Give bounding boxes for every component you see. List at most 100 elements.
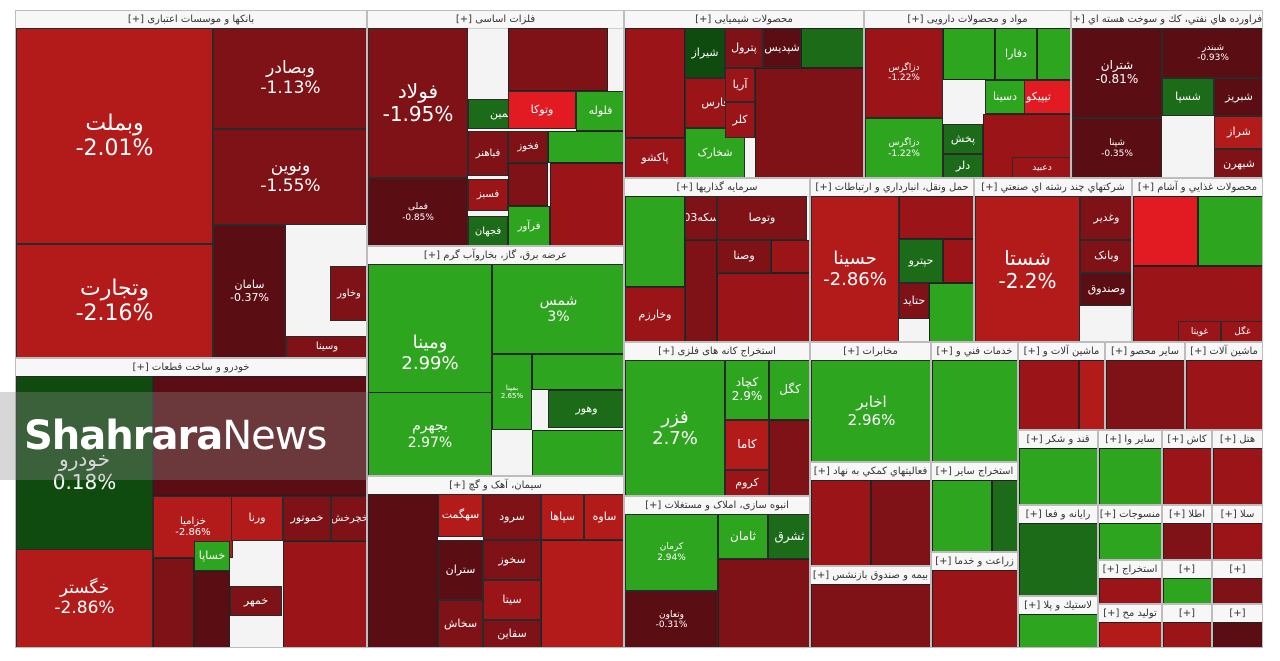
stock-tile[interactable]: وبانک (1080, 240, 1131, 273)
stock-tile[interactable]: حپترو (899, 239, 943, 283)
minor-stock-tile[interactable] (1099, 523, 1161, 559)
sector-title[interactable]: بانکها و موسسات اعتباری [+] (16, 11, 366, 29)
stock-tile[interactable]: سخوز (483, 540, 541, 580)
stock-tile[interactable]: ونوین -1.55% (213, 129, 366, 225)
stock-tile[interactable]: شسپا (1162, 78, 1214, 116)
stock-tile[interactable]: فولاد -1.95% (368, 28, 468, 178)
sector-title[interactable]: ساير وا [+] (1099, 431, 1161, 449)
stock-tile[interactable]: وتجارت -2.16% (16, 244, 213, 357)
stock-tile[interactable]: بجهرم 2.97% (368, 392, 492, 475)
minor-stock-tile[interactable] (1019, 614, 1097, 647)
stock-tile[interactable]: سیتا (483, 580, 541, 620)
stock-tile[interactable]: شخارک (685, 128, 745, 177)
stock-tile[interactable]: سهگمت (438, 494, 483, 537)
sector-title[interactable]: استخراج [+] (1099, 561, 1161, 579)
minor-stock-tile[interactable] (548, 131, 623, 163)
sector-title[interactable]: بيمه و صندوق بازنشس [+] (811, 567, 930, 585)
minor-stock-tile[interactable] (1099, 448, 1161, 504)
minor-stock-tile[interactable] (871, 480, 930, 565)
stock-tile[interactable]: دزاگرس -1.22% (865, 28, 943, 118)
stock-tile[interactable]: وخارزم (625, 287, 685, 341)
stock-tile[interactable]: وتعاون -0.31% (625, 591, 718, 647)
stock-tile[interactable]: ستران (438, 540, 483, 600)
stock-tile[interactable]: وصندوق (1080, 273, 1131, 306)
minor-stock-tile[interactable] (755, 68, 863, 177)
sector-title[interactable]: فلزات اساسی [+] (368, 11, 623, 29)
minor-stock-tile[interactable] (811, 584, 930, 647)
stock-tile[interactable]: ثامان (718, 514, 768, 559)
stock-tile[interactable]: آریا (725, 68, 755, 102)
sector-title[interactable]: فعاليتهاي كمكي به نهاد [+] (811, 463, 930, 481)
sector-title[interactable]: سلا [+] (1213, 506, 1262, 524)
minor-stock-tile[interactable] (1019, 448, 1097, 504)
minor-stock-tile[interactable] (1019, 360, 1079, 429)
minor-stock-tile[interactable] (929, 283, 973, 341)
stock-tile[interactable]: وخاور (330, 266, 366, 321)
minor-stock-tile[interactable] (1163, 448, 1211, 504)
stock-tile[interactable]: شتران -0.81% (1072, 28, 1162, 118)
minor-stock-tile[interactable] (1099, 578, 1161, 603)
stock-tile[interactable]: فلوله (576, 91, 623, 131)
stock-tile[interactable]: سکه03 (685, 196, 717, 240)
sector-title[interactable]: ماشين آلات [+] (1186, 343, 1262, 361)
stock-tile[interactable]: شمس 3% (492, 264, 623, 354)
minor-stock-tile[interactable] (153, 558, 194, 647)
stock-tile[interactable]: کرمان 2.94% (625, 514, 718, 591)
stock-tile[interactable]: سرود (483, 494, 541, 540)
stock-tile[interactable]: خگستر -2.86% (16, 549, 153, 647)
stock-tile[interactable]: دعبید (1012, 157, 1070, 177)
stock-tile[interactable]: شپدیس (763, 28, 801, 68)
stock-tile[interactable]: وهور (548, 390, 623, 428)
stock-tile[interactable]: کگل (769, 360, 809, 420)
stock-tile[interactable]: خموتور (283, 496, 331, 541)
stock-tile[interactable]: وتوصا (717, 196, 807, 240)
stock-tile[interactable]: سپاها (541, 494, 584, 540)
stock-tile[interactable]: پترول (725, 28, 763, 68)
stock-tile[interactable]: وبصادر -1.13% (213, 28, 366, 129)
stock-tile[interactable]: غگل (1221, 321, 1262, 341)
sector-title[interactable]: [+] (1163, 561, 1211, 579)
minor-stock-tile[interactable] (1213, 578, 1262, 603)
minor-stock-tile[interactable] (532, 430, 623, 475)
sector-title[interactable]: كاش [+] (1163, 431, 1211, 449)
minor-stock-tile[interactable] (194, 571, 230, 647)
stock-tile[interactable]: فملی -0.85% (368, 178, 468, 245)
stock-tile[interactable]: شبریز (1214, 78, 1262, 116)
minor-stock-tile[interactable] (550, 163, 623, 245)
minor-stock-tile[interactable] (1099, 622, 1161, 647)
minor-stock-tile[interactable] (1198, 196, 1262, 266)
stock-tile[interactable]: فخوز (508, 131, 548, 163)
minor-stock-tile[interactable] (932, 480, 992, 551)
stock-tile[interactable]: کاما (725, 420, 769, 470)
minor-stock-tile[interactable] (1213, 622, 1262, 647)
minor-stock-tile[interactable] (625, 28, 685, 138)
stock-tile[interactable]: حتاید (899, 283, 929, 319)
stock-tile[interactable]: ساوه (584, 494, 623, 540)
stock-tile[interactable]: وبملت -2.01% (16, 28, 213, 244)
stock-tile[interactable]: غویتا (1178, 321, 1221, 341)
sector-title[interactable]: محصولات غذايي و آشام [+] (1133, 179, 1262, 197)
stock-tile[interactable]: حسینا -2.86% (811, 196, 899, 341)
stock-tile[interactable]: دسینا (985, 80, 1025, 114)
sector-title[interactable]: مواد و محصولات دارویی [+] (865, 11, 1070, 29)
sector-title[interactable]: سیمان، آهک و گچ [+] (368, 477, 623, 495)
minor-stock-tile[interactable] (717, 273, 809, 341)
sector-title[interactable]: [+] (1213, 561, 1262, 579)
stock-tile[interactable]: کلر (725, 102, 755, 138)
sector-title[interactable]: استخراج کانه های فلزی [+] (625, 343, 809, 361)
minor-stock-tile[interactable] (992, 480, 1017, 551)
sector-title[interactable]: استخراج ساير [+] (932, 463, 1017, 481)
minor-stock-tile[interactable] (532, 354, 623, 390)
minor-stock-tile[interactable] (801, 28, 863, 68)
sector-title[interactable]: شركتهاي چند رشته اي صنعتي [+] (975, 179, 1131, 197)
minor-stock-tile[interactable] (1213, 523, 1262, 559)
sector-title[interactable]: ماشين آلات و [+] (1019, 343, 1104, 361)
minor-stock-tile[interactable] (1163, 578, 1211, 603)
stock-tile[interactable]: اخابر 2.96% (811, 360, 930, 461)
minor-stock-tile[interactable] (943, 28, 995, 80)
stock-tile[interactable]: خودرو 0.18% (16, 376, 153, 566)
sector-title[interactable]: محصولات شیمیایی [+] (625, 11, 863, 29)
minor-stock-tile[interactable] (1079, 360, 1104, 429)
sector-title[interactable]: قند و شکر [+] (1019, 431, 1097, 449)
stock-tile[interactable]: فجهان (468, 216, 508, 245)
